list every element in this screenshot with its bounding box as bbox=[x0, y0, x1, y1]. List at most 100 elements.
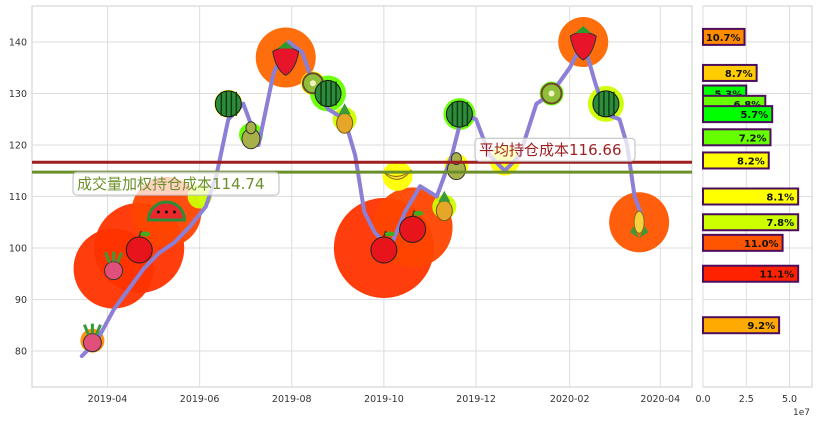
melon-body bbox=[592, 90, 620, 118]
histogram-bar bbox=[702, 316, 781, 335]
histogram-bar-label: 5.7% bbox=[740, 110, 768, 121]
histogram-bar bbox=[702, 233, 784, 252]
corn-body bbox=[633, 210, 645, 234]
radish-body bbox=[82, 333, 102, 353]
x-tick-label: 2020-04 bbox=[640, 394, 680, 405]
radish-leaves bbox=[83, 323, 102, 336]
avg-cost-label-box bbox=[474, 137, 636, 162]
pear-icon bbox=[241, 121, 261, 150]
histogram-bar-group: 11.1% bbox=[702, 264, 800, 283]
histogram-bar bbox=[702, 27, 746, 46]
strawberry-leaves bbox=[575, 26, 592, 34]
slice-seed bbox=[172, 210, 176, 214]
x-tick-label: 2019-04 bbox=[88, 394, 128, 405]
vwap-cost-label: 成交量加权持仓成本114.74 bbox=[77, 175, 265, 193]
radish-leaves bbox=[104, 251, 123, 264]
price-point bbox=[127, 287, 131, 291]
histogram-bar-group: 5.7% bbox=[702, 105, 774, 124]
price-point bbox=[241, 102, 245, 106]
price-point bbox=[418, 184, 422, 188]
histogram-bar-label: 8.1% bbox=[766, 193, 794, 204]
y-tick-label: 80 bbox=[15, 346, 27, 357]
x-tick-label: 2020-02 bbox=[550, 394, 590, 405]
histogram-bar-group: 8.2% bbox=[702, 151, 770, 170]
price-point bbox=[403, 210, 407, 214]
price-point bbox=[568, 66, 572, 70]
watermelon-icon bbox=[592, 90, 620, 118]
price-line-series bbox=[79, 40, 645, 359]
price-point bbox=[157, 251, 161, 255]
histogram-bar bbox=[702, 151, 770, 170]
price-point bbox=[373, 231, 377, 235]
histogram-bar-label: 11.0% bbox=[744, 239, 779, 250]
x-tick-label: 2019-12 bbox=[456, 394, 496, 405]
kiwi-core bbox=[309, 80, 316, 87]
price-point bbox=[353, 153, 357, 157]
histogram-bar bbox=[702, 128, 772, 147]
strawberry-leaves bbox=[277, 41, 294, 49]
price-point bbox=[226, 117, 230, 121]
apple-icon bbox=[125, 230, 153, 264]
histogram-bar-group: 9.2% bbox=[702, 316, 781, 335]
y-tick-label: 120 bbox=[9, 141, 27, 152]
apple-body bbox=[399, 215, 427, 243]
side-histogram-area: 0.02.55.01e710.7%8.7%5.3%6.8%5.7%7.2%8.2… bbox=[695, 5, 813, 418]
y-tick-label: 100 bbox=[9, 243, 27, 254]
pineapple-leaves bbox=[438, 190, 451, 202]
apple-leaf bbox=[384, 231, 395, 237]
pineapple-body bbox=[336, 112, 354, 134]
price-point bbox=[187, 225, 191, 229]
melon-body bbox=[214, 90, 242, 118]
kiwi-core bbox=[548, 90, 555, 97]
strawberry-icon bbox=[272, 41, 300, 77]
price-point bbox=[142, 267, 146, 271]
histogram-bar-group: 11.0% bbox=[702, 233, 784, 252]
histogram-bar-group: 8.7% bbox=[702, 63, 758, 82]
apple-icon bbox=[399, 210, 427, 243]
banana-body bbox=[383, 169, 412, 180]
apple-body bbox=[370, 236, 398, 264]
side-x-tick-label: 2.5 bbox=[739, 394, 754, 405]
vwap-cost-label-box bbox=[72, 171, 280, 196]
radish-icon bbox=[82, 323, 102, 353]
histogram-bar-label: 8.7% bbox=[725, 69, 753, 80]
histogram-bar bbox=[702, 105, 774, 124]
side-x-tick-label: 0.0 bbox=[695, 394, 710, 405]
histogram-bar bbox=[702, 63, 758, 82]
x-tick-label: 2019-08 bbox=[272, 394, 312, 405]
apple-body bbox=[125, 236, 153, 264]
histogram-bar-group: 7.8% bbox=[702, 213, 800, 232]
kiwi-icon bbox=[540, 82, 563, 105]
y-tick-label: 110 bbox=[9, 192, 27, 203]
side-x-tick-label: 5.0 bbox=[782, 394, 797, 405]
histogram-bar bbox=[702, 264, 800, 283]
pineapple-body bbox=[435, 200, 453, 222]
price-point bbox=[204, 205, 208, 209]
price-point bbox=[287, 40, 291, 44]
slice-seed bbox=[164, 210, 168, 214]
histogram-bar-group: 10.7% bbox=[702, 27, 746, 46]
histogram-bar-label: 7.2% bbox=[739, 133, 767, 144]
main-grid: 80 90 100 110 120 130 140 2019-04 2019-06 2019-08… bbox=[9, 6, 692, 405]
price-point bbox=[172, 241, 176, 245]
x-tick-label: 2019-06 bbox=[180, 394, 220, 405]
banana-icon bbox=[383, 169, 412, 180]
fruit-icons-layer bbox=[82, 26, 649, 353]
watermelon-icon bbox=[314, 80, 342, 108]
y-tick-label: 90 bbox=[15, 295, 27, 306]
pineapple-icon bbox=[336, 103, 354, 134]
strawberry-icon bbox=[569, 26, 597, 61]
histogram-bar bbox=[702, 213, 800, 232]
histogram-bar-group: 8.1% bbox=[702, 187, 800, 206]
price-point bbox=[272, 71, 276, 75]
radish-body bbox=[104, 261, 124, 281]
pear-icon bbox=[446, 152, 466, 181]
pineapple-leaves bbox=[338, 103, 351, 115]
histogram-bar bbox=[702, 187, 800, 206]
price-point bbox=[474, 117, 478, 121]
pear-top bbox=[245, 121, 257, 135]
avg-cost-label-group: 平均持仓成本116.66 bbox=[474, 137, 636, 162]
histogram-bar-label: 11.1% bbox=[759, 270, 794, 281]
price-point bbox=[300, 50, 304, 54]
